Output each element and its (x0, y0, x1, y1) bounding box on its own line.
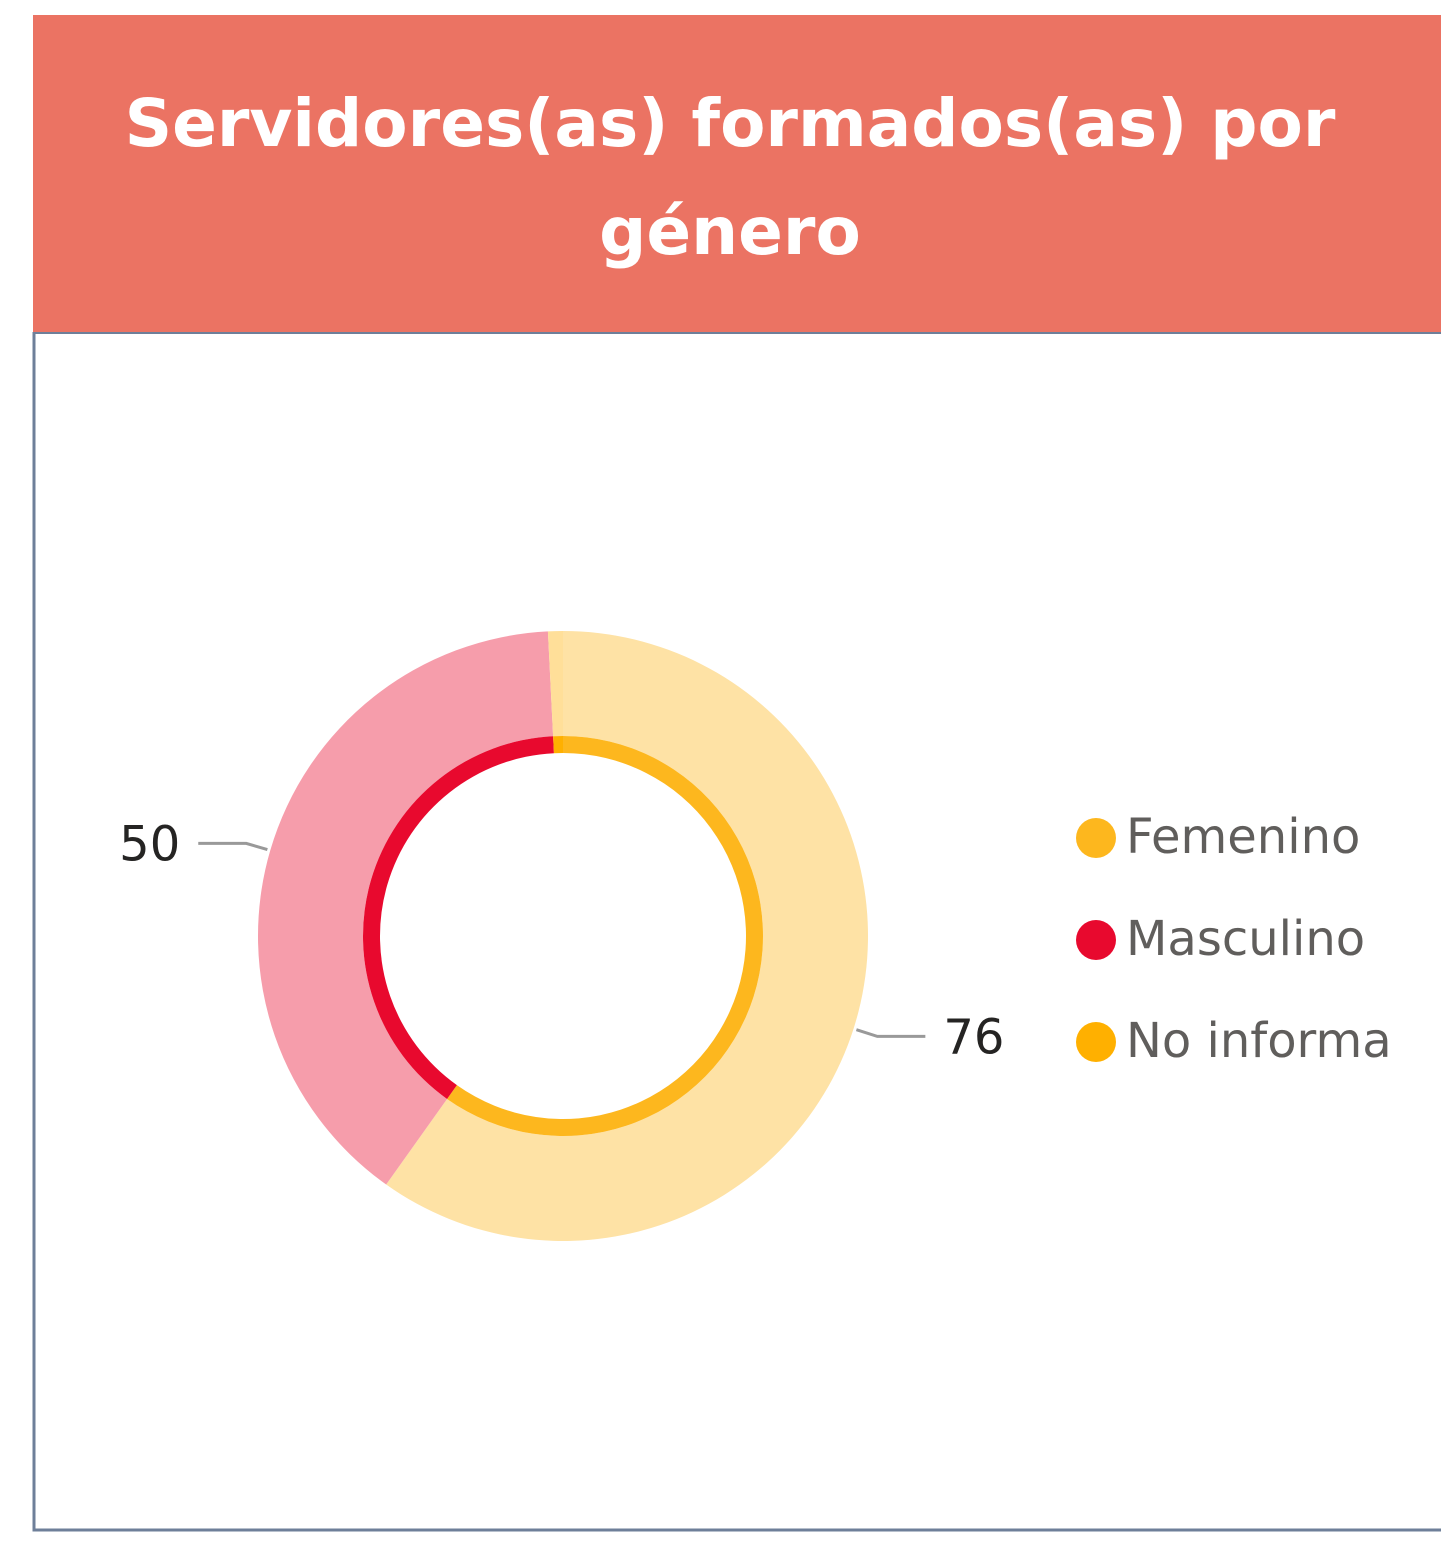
data-label: 50 (119, 816, 180, 872)
donut-inner-slice (553, 736, 563, 754)
legend-marker (1076, 1022, 1116, 1062)
leader-line (855, 1028, 926, 1038)
header (33, 15, 1441, 332)
legend-label: Femenino (1126, 809, 1360, 865)
leader-line (198, 841, 268, 851)
donut-slice (386, 631, 868, 1241)
legend-label: Masculino (1126, 911, 1365, 967)
donut-inner-slice (363, 736, 554, 1099)
legend-label: No informa (1126, 1013, 1392, 1069)
title-box: Servidores(as) formados(as) por género (124, 85, 1336, 270)
data-label: 76 (943, 1009, 1004, 1065)
legend-marker (1076, 818, 1116, 858)
donut-slice (258, 631, 554, 1185)
donut-slice (547, 631, 563, 737)
legend-marker (1076, 920, 1116, 960)
chart-title: Servidores(as) formados(as) por género (124, 85, 1336, 270)
panel-border (32, 332, 1441, 1532)
